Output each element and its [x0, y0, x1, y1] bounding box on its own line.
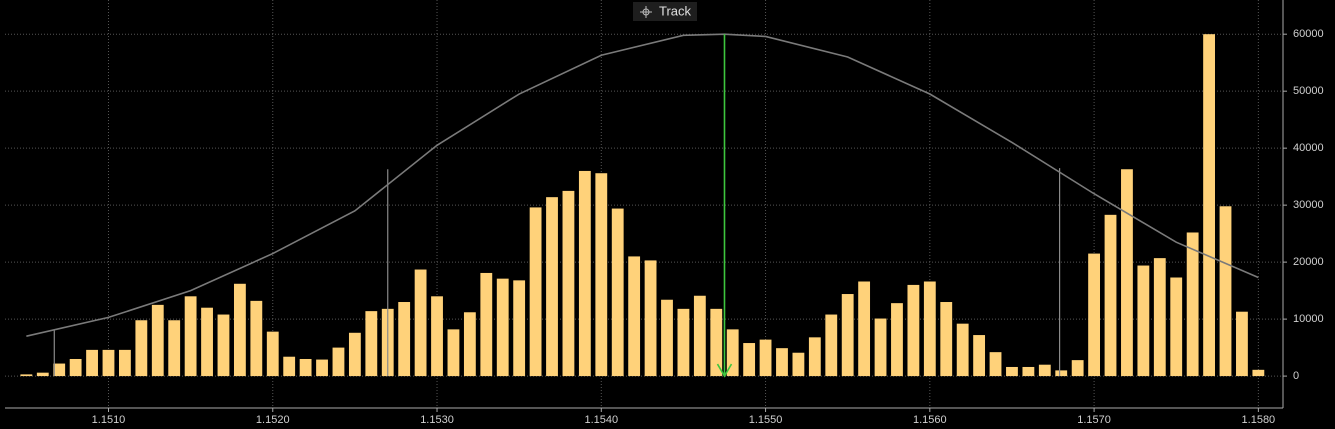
distribution-curve: [26, 33, 1259, 337]
bar: [907, 284, 920, 377]
bar: [119, 349, 131, 377]
bar: [365, 311, 378, 377]
bar: [858, 281, 871, 377]
bar: [578, 170, 591, 377]
bar: [677, 308, 690, 377]
bar: [874, 318, 887, 377]
bar: [759, 339, 772, 377]
bar: [1104, 214, 1117, 377]
bar: [480, 272, 493, 377]
bar: [726, 329, 739, 377]
bar: [989, 352, 1002, 377]
bar: [1071, 360, 1084, 377]
x-tick-label: 1.1580: [1242, 414, 1276, 426]
bar: [792, 352, 805, 377]
bar: [20, 374, 33, 377]
bar: [201, 307, 213, 377]
bar: [1006, 366, 1018, 377]
bar: [693, 295, 706, 377]
bar: [332, 347, 345, 377]
bar: [1170, 277, 1183, 377]
bar: [398, 302, 411, 377]
bar: [299, 358, 312, 377]
x-tick-label: 1.1510: [92, 414, 126, 426]
bar: [36, 372, 49, 377]
bar: [102, 349, 115, 377]
bar: [431, 296, 443, 377]
bar: [808, 337, 821, 377]
bar: [348, 332, 361, 377]
bar: [217, 314, 230, 377]
bar: [250, 300, 263, 377]
bar: [595, 173, 608, 377]
bar: [841, 294, 854, 377]
crosshair-icon: [640, 6, 652, 18]
bar: [825, 314, 838, 377]
bar: [923, 281, 936, 377]
bar: [956, 323, 969, 377]
bar: [529, 207, 542, 377]
bar: [53, 363, 66, 377]
bar: [1219, 206, 1232, 377]
bar: [496, 278, 509, 377]
bar: [1137, 265, 1150, 377]
y-tick-label: 50000: [1293, 85, 1324, 97]
track-label[interactable]: Track: [659, 3, 692, 18]
y-tick-label: 40000: [1293, 142, 1324, 154]
bar: [546, 197, 558, 377]
bar: [940, 302, 953, 377]
bar: [69, 358, 82, 377]
track-button-bg[interactable]: [633, 2, 697, 21]
bar: [562, 190, 575, 377]
bar: [973, 335, 986, 377]
bar: [661, 299, 673, 377]
bar: [266, 331, 279, 377]
bar: [135, 320, 148, 377]
x-tick-label: 1.1520: [256, 414, 290, 426]
bar: [233, 283, 246, 377]
bar: [1121, 169, 1133, 377]
y-tick-label: 60000: [1293, 28, 1324, 40]
y-tick-label: 30000: [1293, 199, 1324, 211]
bar: [710, 308, 723, 377]
x-tick-label: 1.1560: [913, 414, 947, 426]
bar: [463, 312, 476, 377]
bar: [1236, 311, 1248, 377]
bar: [316, 359, 328, 377]
marker-arrowhead: [716, 363, 733, 378]
bar: [168, 320, 181, 377]
bar: [283, 356, 296, 377]
bar: [1153, 258, 1166, 377]
bar: [414, 269, 427, 377]
bar: [86, 349, 98, 377]
y-tick-label: 20000: [1293, 256, 1324, 268]
x-tick-label: 1.1530: [420, 414, 454, 426]
x-tick-label: 1.1550: [749, 414, 783, 426]
bar: [776, 348, 788, 377]
bar: [611, 208, 624, 377]
bar: [1038, 364, 1051, 377]
bar: [1022, 366, 1035, 377]
bar: [1186, 232, 1199, 377]
x-tick-label: 1.1570: [1077, 414, 1111, 426]
y-tick-label: 10000: [1293, 313, 1324, 325]
bar: [151, 304, 164, 377]
bar: [743, 343, 756, 377]
bar: [628, 256, 641, 377]
bar: [1252, 369, 1265, 377]
bar: [1055, 370, 1068, 377]
y-tick-label: 0: [1293, 370, 1299, 382]
bar: [1203, 34, 1215, 377]
bar: [1088, 253, 1101, 377]
track-button[interactable]: Track: [633, 2, 697, 21]
bar: [447, 329, 460, 377]
bar: [891, 303, 903, 377]
x-tick-label: 1.1540: [584, 414, 618, 426]
bar: [184, 296, 197, 377]
bar: [513, 280, 526, 377]
bar: [644, 260, 657, 377]
